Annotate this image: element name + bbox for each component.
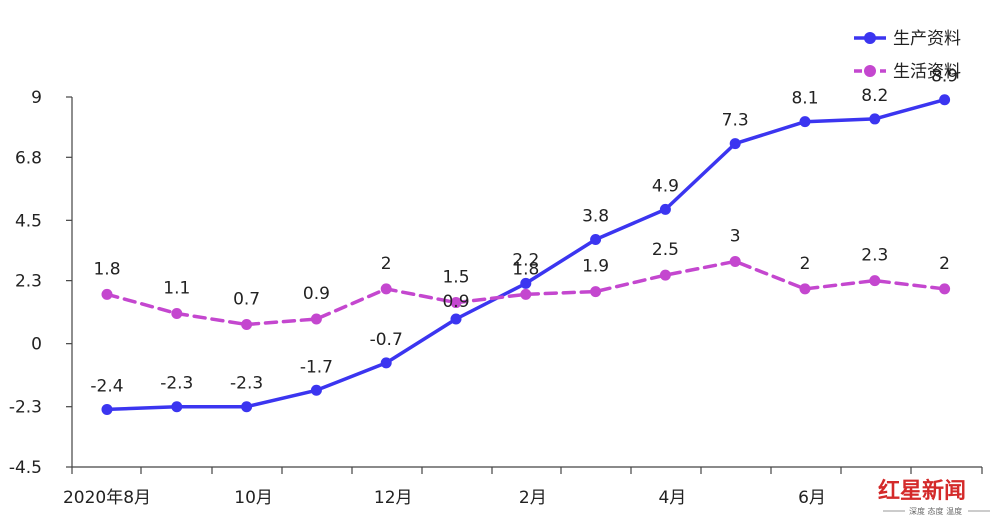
data-label: 2 [939, 254, 950, 274]
data-label: 1.8 [512, 259, 539, 279]
data-label: 3 [730, 226, 741, 246]
data-label: -1.7 [300, 357, 333, 377]
data-label: -0.7 [370, 330, 403, 350]
data-label: 8.2 [861, 86, 888, 106]
data-label: 0.9 [303, 284, 330, 304]
chart-series [101, 94, 951, 415]
data-point-0 [520, 277, 532, 289]
data-label: 8.9 [931, 67, 958, 87]
data-label: 0.9 [442, 292, 469, 312]
data-label: 1.1 [163, 279, 190, 299]
data-point-1 [659, 269, 671, 281]
data-point-0 [659, 203, 671, 215]
data-label: -2.4 [90, 376, 123, 396]
data-label: 2.2 [512, 250, 539, 270]
data-label: 8.1 [791, 89, 818, 109]
x-tick-label: 2020年8月 [63, 488, 151, 508]
data-label: 2.3 [861, 246, 888, 266]
data-point-0 [310, 384, 322, 396]
x-tick-label: 4月 [658, 488, 686, 508]
data-point-1 [939, 283, 951, 295]
y-tick-label: 4.5 [15, 211, 42, 231]
data-point-1 [310, 313, 322, 325]
data-label: -2.3 [230, 374, 263, 394]
data-point-0 [101, 403, 113, 415]
data-label: 7.3 [722, 111, 749, 131]
data-point-0 [380, 357, 392, 369]
legend-swatch-marker-1 [864, 65, 876, 77]
data-point-1 [450, 297, 462, 309]
data-point-1 [241, 318, 253, 330]
data-point-0 [241, 401, 253, 413]
data-label: 1.5 [442, 268, 469, 288]
data-label: 3.8 [582, 207, 609, 227]
x-tick-label: 12月 [374, 488, 413, 508]
watermark-sub-text: 深度 态度 温度 [909, 506, 962, 516]
y-tick-label: -2.3 [9, 398, 42, 418]
x-tick-label: 2月 [519, 488, 547, 508]
legend-swatch-marker-0 [864, 32, 876, 44]
data-label: 2 [800, 254, 811, 274]
data-point-1 [101, 288, 113, 300]
data-point-0 [939, 94, 951, 106]
data-point-0 [171, 401, 183, 413]
data-point-1 [590, 286, 602, 298]
data-label: 1.9 [582, 257, 609, 277]
data-point-0 [590, 234, 602, 246]
watermark-logo: 红星新闻 深度 态度 温度 [878, 478, 990, 516]
legend-label-0: 生产资料 [893, 29, 961, 49]
data-point-0 [799, 116, 811, 128]
data-point-1 [799, 283, 811, 295]
data-point-0 [869, 113, 881, 125]
data-point-1 [869, 275, 881, 287]
data-point-1 [520, 288, 532, 300]
chart-data-labels: -2.4 -2.3 -2.3 -1.7 -0.7 2.2 3.8 4.9 7.3 8.1 8.2 8.… [90, 67, 958, 397]
chart-axes: 9 6.8 4.5 2.3 0 -2.3 -4.5 2020年8月 10月 12月 2月 4月 6月 [9, 88, 983, 508]
data-point-1 [380, 283, 392, 295]
data-label: 2 [381, 254, 392, 274]
data-label: 0.7 [233, 289, 260, 309]
y-tick-label: 0 [31, 335, 42, 355]
data-point-1 [171, 308, 183, 320]
watermark-logo-text: 红星新闻 [878, 478, 966, 504]
x-tick-label: 6月 [798, 488, 826, 508]
data-point-0 [729, 138, 741, 150]
data-label: -2.3 [160, 374, 193, 394]
data-label: 1.8 [93, 259, 120, 279]
data-point-1 [729, 255, 741, 267]
legend-label-1: 生活资料 [893, 62, 961, 82]
y-tick-label: -4.5 [9, 458, 42, 478]
x-tick-label: 10月 [234, 488, 273, 508]
y-tick-label: 9 [31, 88, 42, 108]
data-point-0 [450, 313, 462, 325]
data-label: 4.9 [652, 176, 679, 196]
y-tick-label: 2.3 [15, 272, 42, 292]
data-label: 2.5 [652, 240, 679, 260]
y-tick-label: 6.8 [15, 148, 42, 168]
